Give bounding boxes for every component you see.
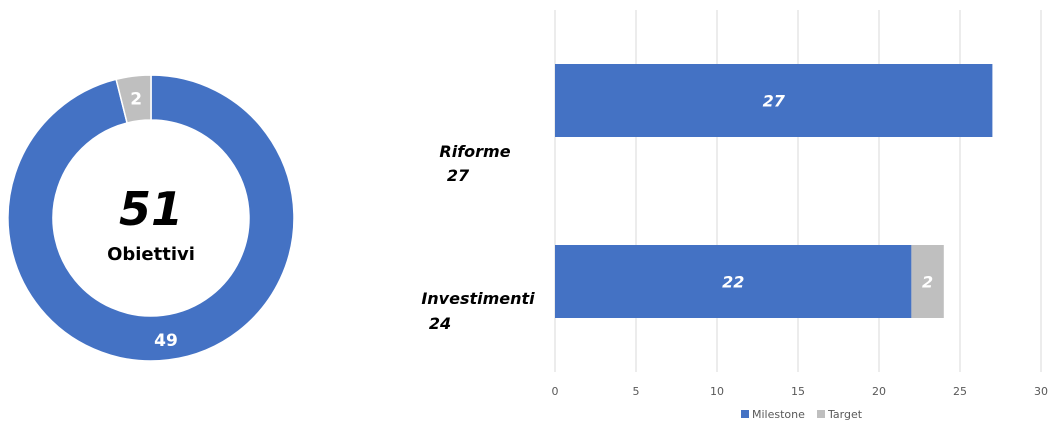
donut-slice-milestone: [7, 74, 295, 362]
x-tick-label: 0: [552, 385, 559, 398]
donut-center-value: 51: [119, 182, 183, 236]
bar-data-label: 2: [922, 273, 933, 292]
legend-swatch-milestone: [741, 410, 749, 418]
donut-slice-target: [115, 74, 152, 124]
category-label-name: Riforme: [439, 142, 510, 161]
legend-label-target: Target: [827, 408, 863, 421]
x-tick-label: 15: [791, 385, 805, 398]
category-label-total: 24: [429, 314, 451, 333]
donut-chart: 51 Obiettivi 49 2: [7, 74, 295, 362]
donut-slice-label-milestone: 49: [154, 331, 178, 351]
bar-data-label: 27: [763, 92, 786, 111]
category-labels: Riforme 27 Investimenti 24: [421, 142, 535, 333]
donut-slices: [7, 74, 295, 362]
category-label-name: Investimenti: [421, 289, 535, 308]
bar-data-label: 22: [722, 273, 744, 292]
x-tick-labels: 0 5 10 15 20 25 30: [552, 385, 1049, 398]
x-tick-label: 30: [1034, 385, 1048, 398]
bar-investimenti-target: [911, 245, 944, 318]
x-tick-label: 25: [953, 385, 967, 398]
legend-swatch-target: [817, 410, 825, 418]
legend: Milestone Target: [741, 408, 863, 421]
bar-riforme-milestone: [555, 64, 993, 137]
x-tick-label: 20: [872, 385, 886, 398]
bars: [555, 64, 993, 318]
donut-slice-label-target: 2: [130, 89, 142, 109]
x-tick-label: 10: [710, 385, 724, 398]
donut-slice-labels: 49 2: [130, 89, 178, 351]
legend-label-milestone: Milestone: [752, 408, 805, 421]
x-tick-label: 5: [633, 385, 640, 398]
donut-center-label: Obiettivi: [107, 244, 195, 265]
category-label-total: 27: [447, 166, 470, 185]
bar-investimenti-milestone: [555, 245, 912, 318]
